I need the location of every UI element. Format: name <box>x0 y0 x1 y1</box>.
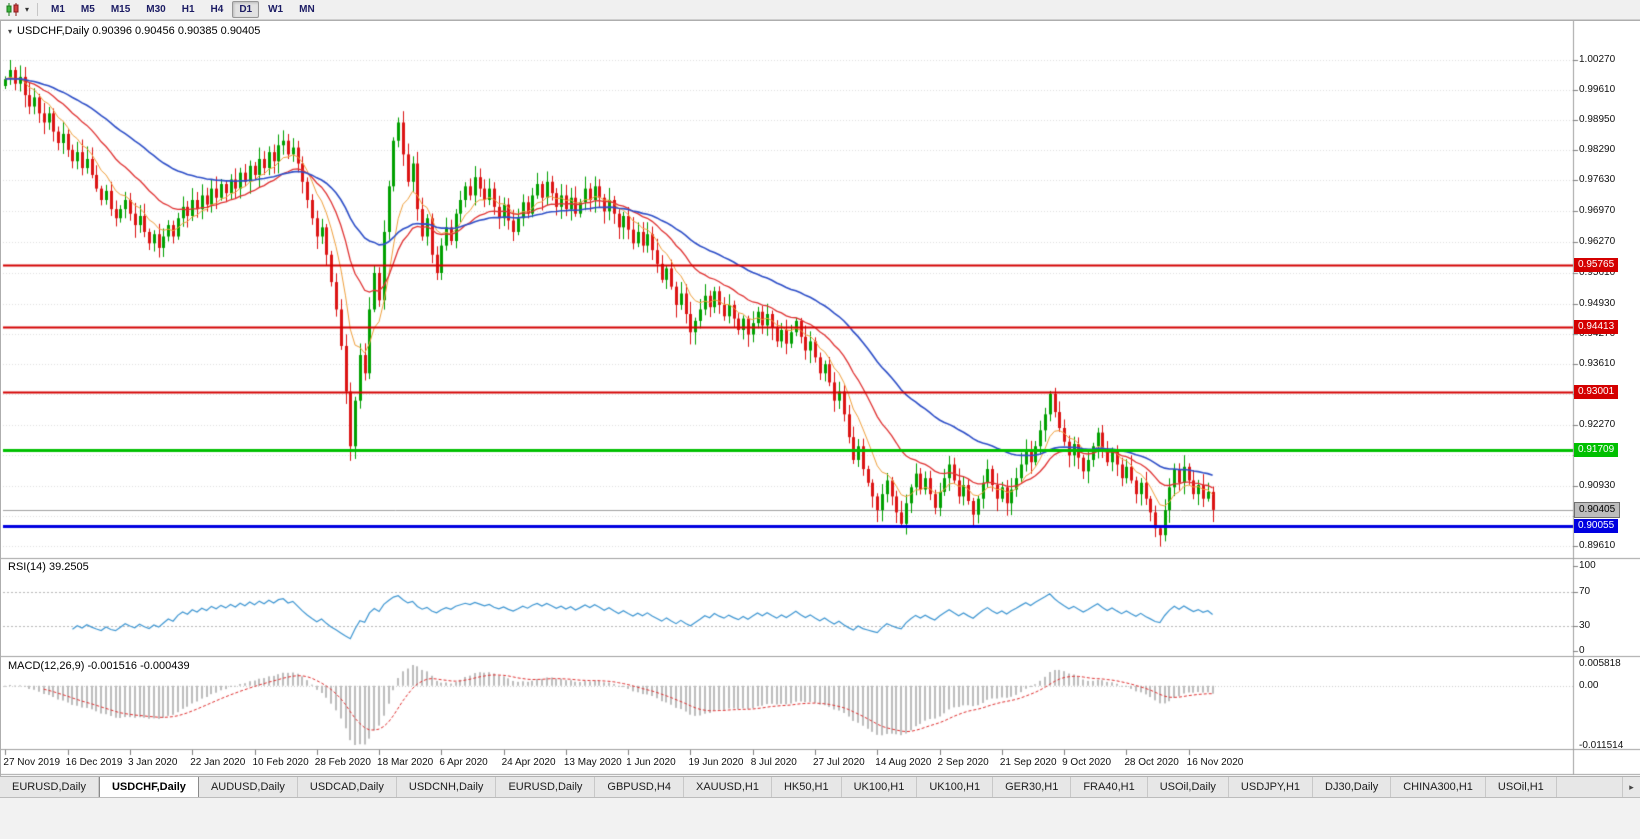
date-tick-label: 14 Aug 2020 <box>875 757 932 768</box>
level-price-label: 0.90055 <box>1574 518 1619 533</box>
timeframe-button-m1[interactable]: M1 <box>51 4 65 15</box>
date-tick-label: 18 Mar 2020 <box>377 757 434 768</box>
symbol-tab-eurusd-daily-5[interactable]: EURUSD,Daily <box>496 777 596 797</box>
price-tick-label: 0.96270 <box>1579 236 1616 248</box>
symbol-tab-xauusd-h1-7[interactable]: XAUUSD,H1 <box>683 777 772 797</box>
chart-window: ▾ USDCHF,Daily 0.90396 0.90456 0.90385 0… <box>0 20 1640 777</box>
rsi-axis-label: 70 <box>1579 585 1591 597</box>
timeframe-button-m5[interactable]: M5 <box>80 4 95 15</box>
symbol-tab-usdcad-daily-3[interactable]: USDCAD,Daily <box>297 777 397 797</box>
date-tick-label: 28 Oct 2020 <box>1124 757 1179 768</box>
price-tick-label: 1.00270 <box>1579 54 1616 65</box>
date-tick-label: 22 Jan 2020 <box>190 757 246 768</box>
price-tick-label: 0.90930 <box>1579 479 1616 491</box>
symbol-tab-bar: EURUSD,Daily USDCHF,Daily AUDUSD,Daily USDC… <box>0 776 1640 798</box>
collapse-caret-icon[interactable]: ▾ <box>8 26 13 36</box>
candlestick-chart-glyph <box>6 3 19 16</box>
symbol-tab-usdcnh-daily-4[interactable]: USDCNH,Daily <box>396 777 497 797</box>
date-tick-label: 24 Apr 2020 <box>501 757 556 768</box>
toolbar-separator <box>37 3 38 16</box>
toolbar: ▾ M1 M5 M15 M30 H1 H4 D1 W1 MN <box>0 0 1640 20</box>
symbol-tab-ger30-h1-11[interactable]: GER30,H1 <box>993 777 1072 797</box>
symbol-tab-gbpusd-h4-6[interactable]: GBPUSD,H4 <box>595 777 684 797</box>
status-area <box>0 798 1640 839</box>
macd-label: MACD(12,26,9) -0.001516 -0.000439 <box>8 660 190 672</box>
symbol-tab-uk100-h1-9[interactable]: UK100,H1 <box>841 777 918 797</box>
price-tick-label: 0.98290 <box>1579 144 1616 156</box>
tab-scroll-right-button[interactable]: ▸ <box>1622 777 1640 797</box>
symbol-tab-dj30-daily-15[interactable]: DJ30,Daily <box>1313 777 1392 797</box>
date-tick-label: 1 Jun 2020 <box>626 757 676 768</box>
price-tick-label: 0.94930 <box>1579 297 1616 309</box>
symbol-tab-usdjpy-h1-14[interactable]: USDJPY,H1 <box>1228 777 1314 797</box>
date-tick-label: 28 Feb 2020 <box>314 757 371 768</box>
date-tick-label: 6 Apr 2020 <box>439 757 488 768</box>
timeframe-buttons: M1 M5 M15 M30 H1 H4 D1 W1 MN <box>43 1 323 18</box>
macd-axis-label: -0.011514 <box>1579 740 1624 751</box>
price-tick-label: 0.96970 <box>1579 204 1616 216</box>
timeframe-button-mn[interactable]: MN <box>299 4 315 15</box>
date-tick-label: 10 Feb 2020 <box>252 757 309 768</box>
date-tick-label: 3 Jan 2020 <box>127 757 178 768</box>
macd-axis-label: 0.00 <box>1579 679 1599 691</box>
level-price-label: 0.94413 <box>1574 320 1619 335</box>
date-tick-label: 2 Sep 2020 <box>937 757 989 768</box>
date-tick-label: 19 Jun 2020 <box>688 757 744 768</box>
symbol-tab-eurusd-daily-0[interactable]: EURUSD,Daily <box>0 777 99 797</box>
symbol-tab-usdchf-daily-1[interactable]: USDCHF,Daily <box>98 777 199 797</box>
symbol-tab-audusd-daily-2[interactable]: AUDUSD,Daily <box>198 777 298 797</box>
symbol-tab-uk100-h1-10[interactable]: UK100,H1 <box>917 777 994 797</box>
symbol-tab-fra40-h1-12[interactable]: FRA40,H1 <box>1071 777 1148 797</box>
timeframe-button-w1[interactable]: W1 <box>268 4 284 15</box>
level-price-label: 0.93001 <box>1574 384 1619 399</box>
date-tick-label: 27 Nov 2019 <box>3 757 61 768</box>
rsi-axis-label: 0 <box>1579 645 1585 656</box>
timeframe-button-d1[interactable]: D1 <box>232 1 260 18</box>
price-tick-label: 0.93610 <box>1579 357 1616 369</box>
timeframe-button-h1[interactable]: H1 <box>181 4 195 15</box>
chart-canvas[interactable] <box>1 21 1640 777</box>
date-tick-label: 8 Jul 2020 <box>750 757 797 768</box>
symbol-tab-usoil-h1-17[interactable]: USOil,H1 <box>1485 777 1557 797</box>
timeframe-button-h4[interactable]: H4 <box>210 4 224 15</box>
price-tick-label: 0.99610 <box>1579 84 1616 96</box>
chart-type-icon[interactable] <box>4 2 22 18</box>
rsi-axis-label: 30 <box>1579 619 1591 631</box>
macd-axis-label: 0.005818 <box>1579 658 1621 669</box>
chart-title-text: USDCHF,Daily 0.90396 0.90456 0.90385 0.9… <box>17 25 261 37</box>
symbol-tabs: EURUSD,Daily USDCHF,Daily AUDUSD,Daily USDC… <box>0 777 1557 797</box>
date-tick-label: 16 Nov 2020 <box>1186 757 1244 768</box>
current-price-label: 0.90405 <box>1574 501 1621 518</box>
timeframe-button-m30[interactable]: M30 <box>146 4 166 15</box>
level-price-label: 0.91709 <box>1574 443 1619 458</box>
symbol-tab-usoil-daily-13[interactable]: USOil,Daily <box>1147 777 1229 797</box>
date-tick-label: 9 Oct 2020 <box>1062 757 1112 768</box>
date-tick-label: 21 Sep 2020 <box>999 757 1057 768</box>
timeframe-button-m15[interactable]: M15 <box>110 4 131 15</box>
level-price-label: 0.95765 <box>1574 258 1619 273</box>
price-tick-label: 0.98950 <box>1579 114 1616 126</box>
price-tick-label: 0.92270 <box>1579 418 1616 430</box>
date-tick-label: 16 Dec 2019 <box>65 757 123 768</box>
date-tick-label: 27 Jul 2020 <box>812 757 865 768</box>
price-tick-label: 0.97630 <box>1579 174 1616 186</box>
symbol-tab-china300-h1-16[interactable]: CHINA300,H1 <box>1391 777 1486 797</box>
symbol-tab-hk50-h1-8[interactable]: HK50,H1 <box>771 777 842 797</box>
price-tick-label: 0.89610 <box>1579 540 1616 552</box>
chart-type-dropdown-icon[interactable]: ▾ <box>24 5 29 14</box>
date-tick-label: 13 May 2020 <box>563 757 622 768</box>
rsi-axis-label: 100 <box>1579 560 1596 571</box>
chart-title: ▾ USDCHF,Daily 0.90396 0.90456 0.90385 0… <box>8 25 260 37</box>
rsi-label: RSI(14) 39.2505 <box>8 561 89 573</box>
